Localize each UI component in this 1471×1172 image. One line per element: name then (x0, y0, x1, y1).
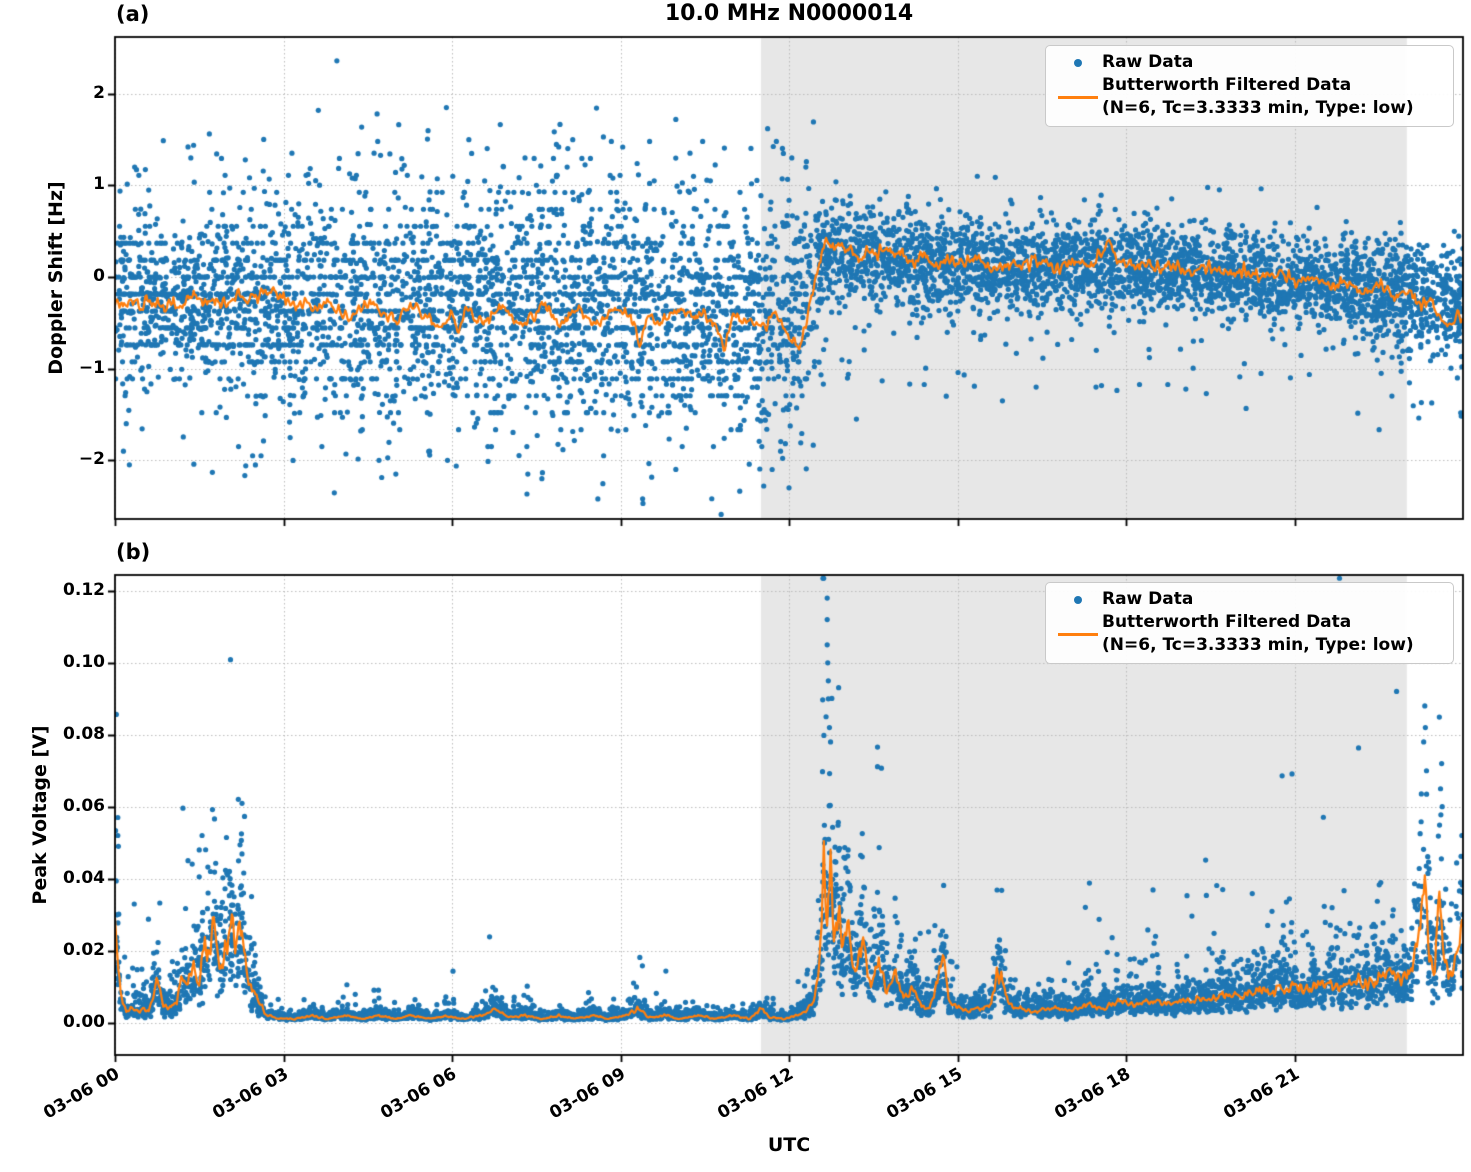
orange-line-icon (1058, 95, 1098, 99)
legend-entry-raw: Raw Data (1054, 588, 1445, 611)
raw-data-marker-icon (1054, 595, 1102, 604)
x-axis-label: UTC (767, 1134, 811, 1156)
legend-entry-filtered: Butterworth Filtered Data (N=6, Tc=3.333… (1054, 611, 1445, 657)
legend-panel-b: Raw Data Butterworth Filtered Data (N=6,… (1045, 582, 1454, 664)
legend-filtered-label-line2: (N=6, Tc=3.3333 min, Type: low) (1102, 98, 1414, 118)
y-tick-label: 0.02 (63, 939, 105, 960)
y-tick-label: 0.04 (63, 867, 105, 888)
legend-raw-label: Raw Data (1102, 52, 1194, 72)
blue-dot-icon (1074, 595, 1082, 604)
legend-filtered-label-line2: (N=6, Tc=3.3333 min, Type: low) (1102, 635, 1414, 655)
chart-title: 10.0 MHz N0000014 (664, 1, 914, 26)
y-tick-label: −2 (78, 449, 105, 470)
legend-entry-filtered: Butterworth Filtered Data (N=6, Tc=3.333… (1054, 74, 1445, 120)
y-tick-label: −1 (78, 357, 105, 378)
filtered-line-marker-icon (1054, 95, 1102, 99)
blue-dot-icon (1074, 58, 1082, 67)
legend-raw-label: Raw Data (1102, 589, 1194, 609)
orange-line-icon (1058, 632, 1098, 636)
y-tick-label: 0.06 (63, 795, 105, 816)
legend-filtered-label-line1: Butterworth Filtered Data (1102, 75, 1352, 95)
legend-filtered-label-line1: Butterworth Filtered Data (1102, 612, 1352, 632)
y-tick-label: 0.10 (63, 651, 105, 672)
panel-a-label: (a) (116, 2, 150, 26)
legend-panel-a: Raw Data Butterworth Filtered Data (N=6,… (1045, 45, 1454, 127)
y-tick-label: 0 (93, 266, 105, 287)
y-tick-label: 0.12 (63, 579, 105, 600)
y-tick-label: 0.00 (63, 1011, 105, 1032)
y-tick-label: 2 (93, 82, 105, 103)
panel-b-label: (b) (116, 540, 151, 564)
y-tick-label: 0.08 (63, 723, 105, 744)
raw-data-marker-icon (1054, 58, 1102, 67)
filtered-line-marker-icon (1054, 632, 1102, 636)
y-tick-label: 1 (93, 174, 105, 195)
legend-entry-raw: Raw Data (1054, 51, 1445, 74)
